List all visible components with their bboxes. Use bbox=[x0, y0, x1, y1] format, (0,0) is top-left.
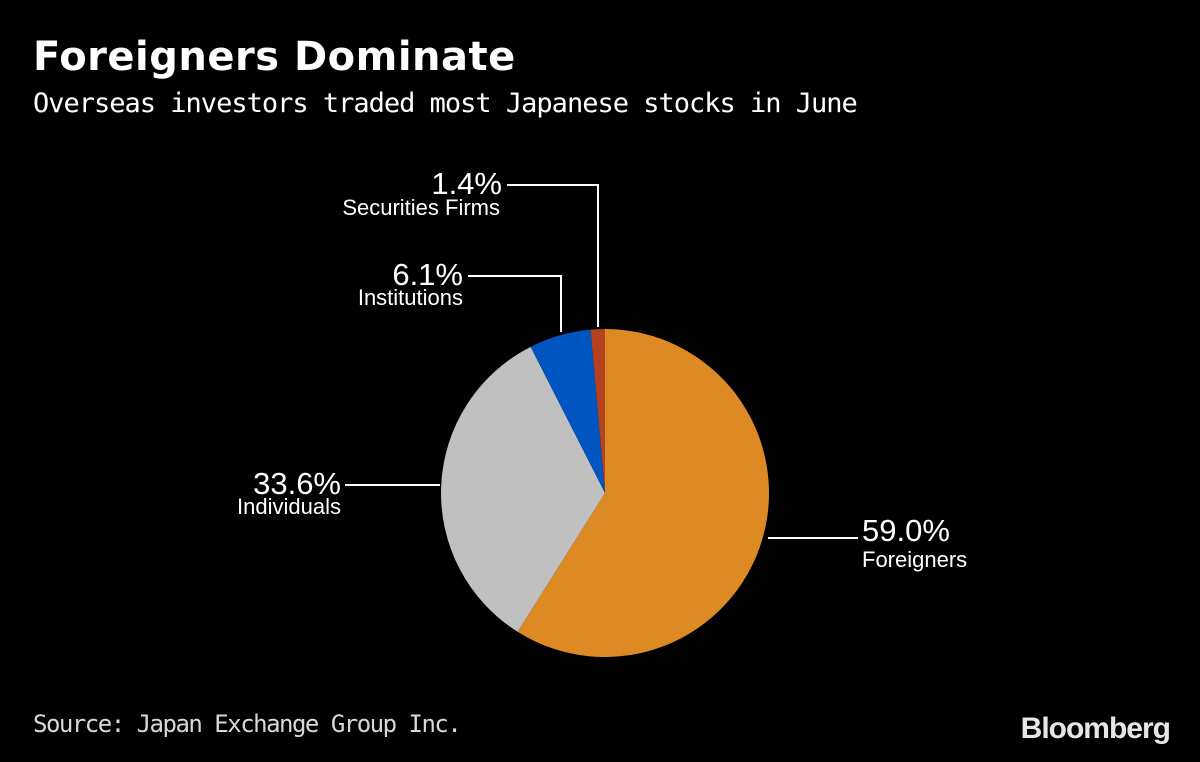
bloomberg-logo: Bloomberg bbox=[1020, 712, 1171, 745]
data-label-securities-value: 1.4% bbox=[431, 166, 502, 201]
leader-line-securities bbox=[507, 184, 599, 327]
data-label-individuals-value: 33.6% bbox=[253, 466, 341, 501]
data-label-institutions-value: 6.1% bbox=[392, 257, 463, 292]
data-label-securities-name: Securities Firms bbox=[342, 195, 500, 220]
leader-line-institutions bbox=[468, 275, 562, 332]
pie-slice-foreigners bbox=[517, 329, 769, 657]
pie-slice-institutions bbox=[530, 329, 605, 493]
data-label-foreigners-value: 59.0% bbox=[862, 513, 950, 548]
data-label-foreigners-name: Foreigners bbox=[862, 547, 967, 572]
pie-slice-securities-firms bbox=[590, 329, 605, 493]
pie-slice-individuals bbox=[441, 346, 605, 632]
source-note: Source: Japan Exchange Group Inc. bbox=[33, 710, 462, 738]
data-label-individuals-name: Individuals bbox=[237, 494, 341, 519]
chart-subtitle: Overseas investors traded most Japanese … bbox=[33, 88, 858, 119]
chart-title: Foreigners Dominate bbox=[33, 34, 516, 80]
data-label-institutions-name: Institutions bbox=[358, 285, 463, 310]
